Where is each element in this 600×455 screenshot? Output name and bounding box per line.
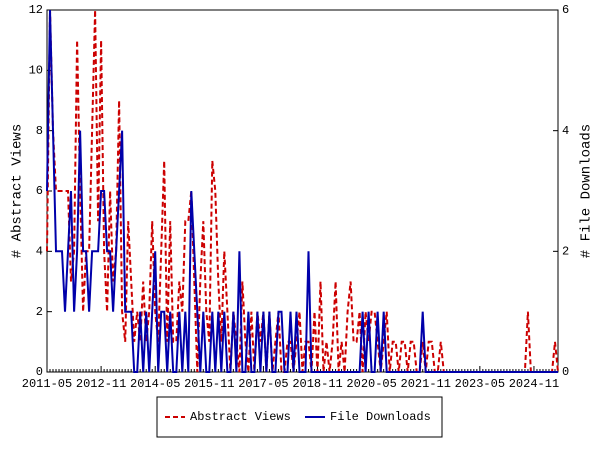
y-axis-label: # Abstract Views <box>10 124 26 258</box>
y2-tick-label: 6 <box>562 3 569 17</box>
x-tick-label: 2018-11 <box>292 377 342 391</box>
x-tick-label: 2017-05 <box>238 377 288 391</box>
x-tick-label: 2015-11 <box>184 377 234 391</box>
x-tick-label: 2020-05 <box>346 377 396 391</box>
x-tick-label: 2011-05 <box>22 377 72 391</box>
y-tick-label: 6 <box>36 184 43 198</box>
x-tick-label: 2024-11 <box>509 377 559 391</box>
y-tick-label: 2 <box>36 305 43 319</box>
y-tick-label: 12 <box>29 3 43 17</box>
y-tick-label: 8 <box>36 124 43 138</box>
y2-tick-label: 2 <box>562 245 569 259</box>
x-tick-label: 2012-11 <box>76 377 126 391</box>
y2-tick-label: 0 <box>562 365 569 379</box>
y2-tick-label: 4 <box>562 124 569 138</box>
legend-box <box>156 396 443 438</box>
x-tick-label: 2021-11 <box>401 377 451 391</box>
legend-label: Abstract Views <box>190 410 291 424</box>
y-tick-label: 10 <box>29 64 43 78</box>
y-tick-label: 4 <box>36 245 43 259</box>
x-tick-label: 2014-05 <box>130 377 180 391</box>
y-tick-label: 0 <box>36 365 43 379</box>
series-line <box>46 9 558 373</box>
y2-axis-label: # File Downloads <box>579 124 595 258</box>
x-tick-label: 2023-05 <box>455 377 505 391</box>
legend-label: File Downloads <box>330 410 431 424</box>
